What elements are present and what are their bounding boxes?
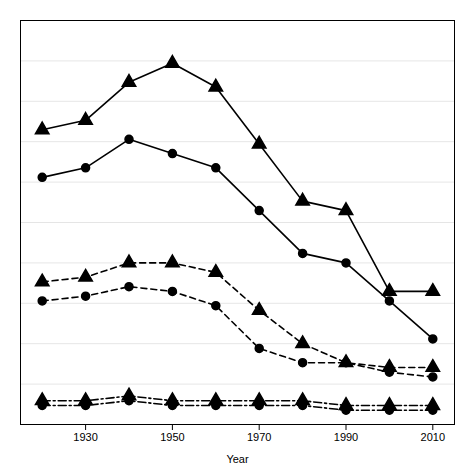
svg-text:Year: Year <box>226 453 249 465</box>
svg-text:1930: 1930 <box>73 431 97 443</box>
svg-text:1970: 1970 <box>247 431 271 443</box>
svg-text:1950: 1950 <box>160 431 184 443</box>
svg-text:1990: 1990 <box>334 431 358 443</box>
svg-text:2010: 2010 <box>421 431 445 443</box>
